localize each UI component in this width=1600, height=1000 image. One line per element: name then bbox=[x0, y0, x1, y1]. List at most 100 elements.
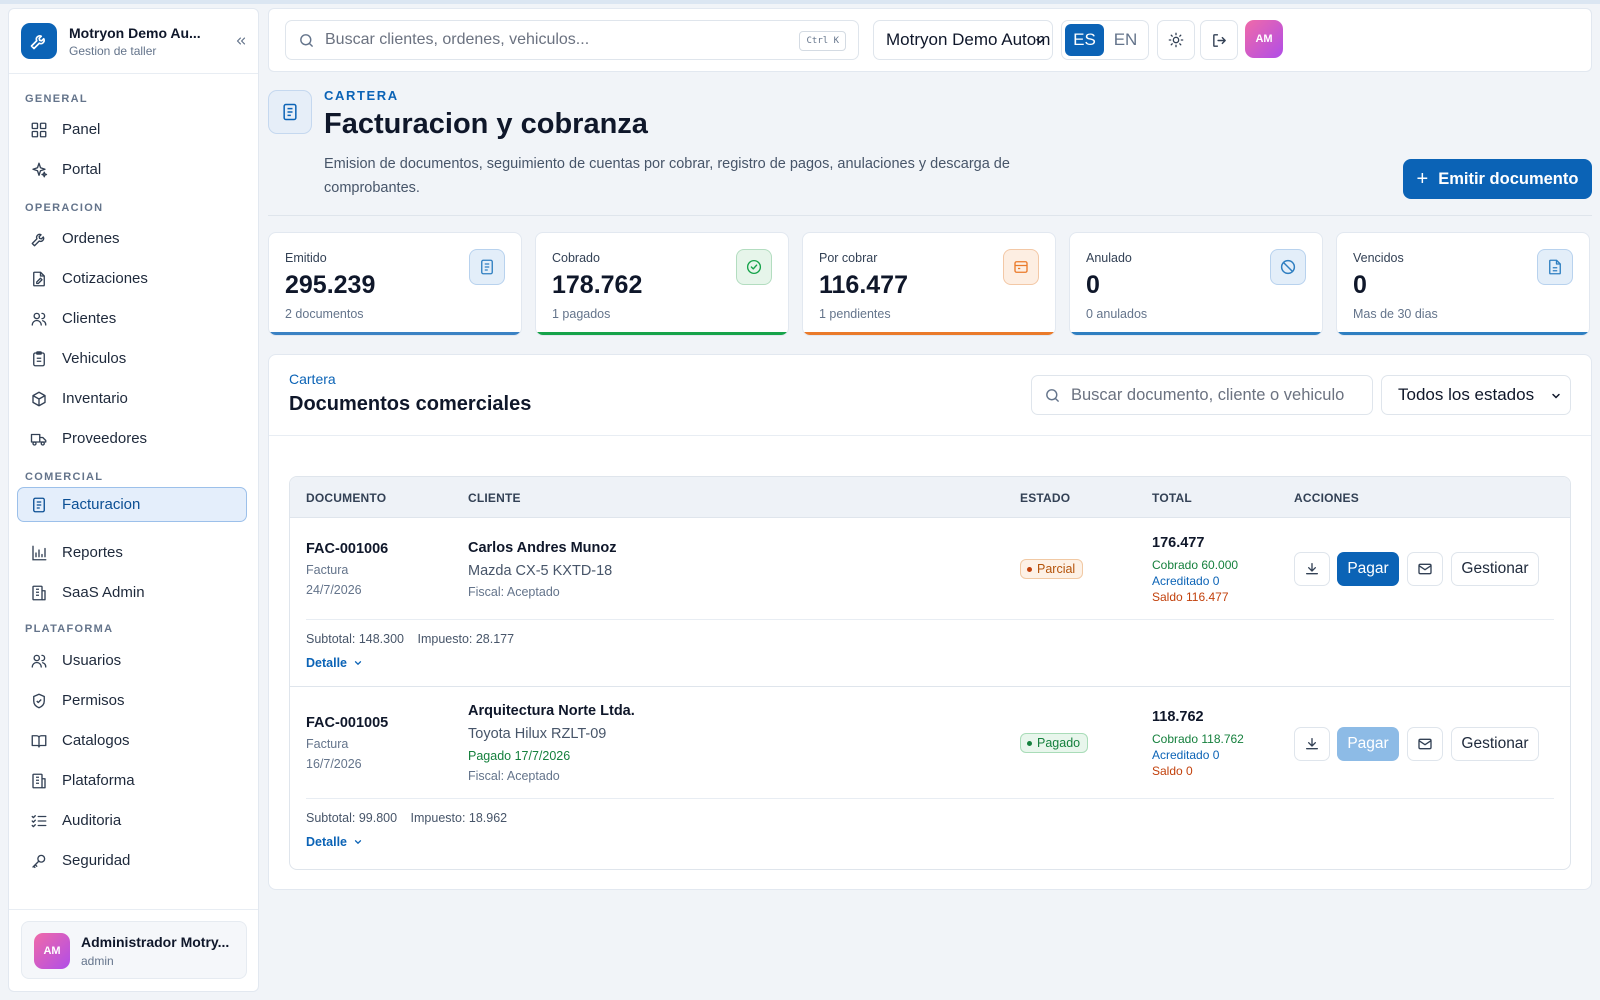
sidebar-item-panel[interactable]: Panel bbox=[17, 112, 247, 147]
company-select[interactable]: Motryon Demo Autom bbox=[873, 20, 1053, 60]
list-check-icon bbox=[31, 814, 47, 827]
wrench-icon bbox=[31, 233, 45, 246]
app-name: Motryon Demo Au... bbox=[69, 25, 201, 41]
document-type: Factura bbox=[306, 563, 349, 577]
sidebar-item-permisos[interactable]: Permisos bbox=[17, 683, 247, 718]
user-avatar-button[interactable]: AM bbox=[1245, 20, 1283, 58]
sidebar-item-vehiculos[interactable]: Vehiculos bbox=[17, 341, 247, 376]
detail-toggle[interactable]: Detalle bbox=[306, 835, 363, 849]
status-filter-select[interactable]: Todos los estados bbox=[1381, 375, 1571, 415]
grid-icon bbox=[31, 122, 47, 137]
sidebar-item-auditoria[interactable]: Auditoria bbox=[17, 803, 247, 838]
stat-label: Vencidos bbox=[1353, 251, 1404, 265]
status-badge: Pagado bbox=[1020, 733, 1089, 753]
sidebar-item-plataforma[interactable]: Plataforma bbox=[17, 763, 247, 798]
sidebar-item-ordenes[interactable]: Ordenes bbox=[17, 221, 247, 256]
subtotal-value: Subtotal: 148.300 bbox=[306, 632, 404, 646]
document-edit-icon bbox=[33, 271, 45, 286]
sidebar-item-label: Proveedores bbox=[62, 430, 148, 447]
logout-button[interactable] bbox=[1200, 20, 1238, 60]
sidebar-item-label: Auditoria bbox=[62, 812, 122, 829]
plus-icon: + bbox=[1416, 167, 1429, 190]
user-name: Administrador Motry... bbox=[81, 934, 230, 950]
balance-amount: Saldo 116.477 bbox=[1152, 590, 1229, 604]
fiscal-status: Fiscal: Aceptado bbox=[468, 585, 560, 599]
table-header: DOCUMENTO CLIENTE ESTADO TOTAL ACCIONES bbox=[290, 477, 1570, 518]
clipboard-icon bbox=[33, 350, 45, 366]
sidebar-item-label: Cotizaciones bbox=[62, 270, 148, 287]
ban-icon bbox=[1270, 249, 1306, 285]
sidebar-item-proveedores[interactable]: Proveedores bbox=[17, 421, 247, 456]
pay-button-disabled[interactable]: Pagar bbox=[1337, 727, 1399, 761]
email-button[interactable] bbox=[1407, 552, 1443, 586]
status-label: Parcial bbox=[1037, 562, 1076, 576]
stat-subtext: 1 pendientes bbox=[819, 307, 891, 321]
language-switch: ES EN bbox=[1061, 20, 1149, 60]
sidebar-item-label: Inventario bbox=[62, 390, 128, 407]
sidebar-item-label: Seguridad bbox=[62, 852, 131, 869]
divider bbox=[269, 435, 1591, 436]
stat-label: Por cobrar bbox=[819, 251, 878, 265]
stat-subtext: 1 pagados bbox=[552, 307, 611, 321]
global-search-input[interactable]: Buscar clientes, ordenes, vehiculos... C… bbox=[285, 20, 859, 60]
lang-en-button[interactable]: EN bbox=[1113, 30, 1138, 49]
document-search-input[interactable]: Buscar documento, cliente o vehiculo bbox=[1031, 375, 1373, 415]
collapse-sidebar-icon[interactable] bbox=[231, 31, 251, 51]
detail-toggle[interactable]: Detalle bbox=[306, 656, 363, 670]
chevron-down-icon bbox=[354, 661, 362, 666]
email-button[interactable] bbox=[1407, 727, 1443, 761]
page-eyebrow: CARTERA bbox=[324, 88, 399, 103]
column-header-cliente: CLIENTE bbox=[468, 491, 521, 505]
bar-chart-icon bbox=[32, 545, 47, 560]
sidebar-item-seguridad[interactable]: Seguridad bbox=[17, 843, 247, 878]
check-circle-icon bbox=[736, 249, 772, 285]
manage-button[interactable]: Gestionar bbox=[1451, 552, 1539, 586]
sidebar-item-label: Portal bbox=[62, 161, 102, 178]
sparkle-icon bbox=[32, 162, 48, 177]
building-icon bbox=[32, 585, 46, 600]
divider bbox=[9, 909, 258, 910]
status-badge: Parcial bbox=[1020, 559, 1084, 579]
download-button[interactable] bbox=[1294, 727, 1330, 761]
sidebar-item-label: Facturacion bbox=[62, 496, 141, 513]
app-subtitle: Gestion de taller bbox=[69, 44, 157, 58]
sidebar-item-cotizaciones[interactable]: Cotizaciones bbox=[17, 261, 247, 296]
download-button[interactable] bbox=[1294, 552, 1330, 586]
stat-subtext: 0 anulados bbox=[1086, 307, 1148, 321]
manage-button[interactable]: Gestionar bbox=[1451, 727, 1539, 761]
brand[interactable]: Motryon Demo Au... Gestion de taller bbox=[21, 23, 247, 63]
sidebar-item-reportes[interactable]: Reportes bbox=[17, 535, 247, 570]
sidebar-item-inventario[interactable]: Inventario bbox=[17, 381, 247, 416]
sidebar-item-facturacion[interactable]: Facturacion bbox=[17, 487, 247, 522]
sidebar-item-saas-admin[interactable]: SaaS Admin bbox=[17, 575, 247, 610]
sidebar-item-catalogos[interactable]: Catalogos bbox=[17, 723, 247, 758]
company-name: Motryon Demo Autom bbox=[886, 30, 1051, 49]
users-icon bbox=[31, 312, 47, 326]
vehicle: Toyota Hilux RZLT-09 bbox=[468, 726, 607, 742]
divider bbox=[268, 215, 1592, 216]
vehicle: Mazda CX-5 KXTD-18 bbox=[468, 563, 613, 579]
sidebar-item-label: Vehiculos bbox=[62, 350, 127, 367]
sidebar-item-clientes[interactable]: Clientes bbox=[17, 301, 247, 336]
sidebar-item-label: SaaS Admin bbox=[62, 584, 145, 601]
table-row: FAC-001005 Factura 16/7/2026 Arquitectur… bbox=[290, 687, 1570, 869]
user-card[interactable]: AM Administrador Motry... admin bbox=[21, 921, 247, 979]
shield-icon bbox=[33, 693, 45, 708]
sidebar-item-portal[interactable]: Portal bbox=[17, 152, 247, 187]
lang-es-button[interactable]: ES bbox=[1065, 24, 1104, 56]
stat-card-emitido: Emitido 295.239 2 documentos bbox=[268, 232, 522, 336]
paid-date: Pagado 17/7/2026 bbox=[468, 749, 571, 763]
emit-document-button[interactable]: + Emitir documento bbox=[1403, 159, 1592, 199]
documents-panel: Cartera Documentos comerciales Buscar do… bbox=[268, 354, 1592, 890]
credited-amount: Acreditado 0 bbox=[1152, 748, 1220, 762]
panel-eyebrow: Cartera bbox=[289, 371, 336, 387]
column-header-acciones: ACCIONES bbox=[1294, 491, 1359, 505]
download-icon bbox=[1306, 738, 1318, 750]
user-role: admin bbox=[81, 954, 114, 968]
stat-value: 116.477 bbox=[819, 271, 908, 299]
pay-button[interactable]: Pagar bbox=[1337, 552, 1399, 586]
stat-accent-bar bbox=[269, 332, 521, 335]
stat-value: 295.239 bbox=[285, 271, 376, 299]
theme-toggle-button[interactable] bbox=[1157, 20, 1195, 60]
sidebar-item-usuarios[interactable]: Usuarios bbox=[17, 643, 247, 678]
